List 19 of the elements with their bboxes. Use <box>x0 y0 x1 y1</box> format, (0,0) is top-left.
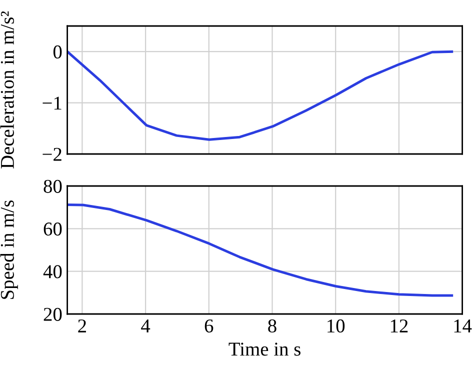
x-tick-label: 10 <box>328 319 345 333</box>
y-axis-title: Deceleration in m/s² <box>0 11 14 168</box>
y-tick-label: −2 <box>42 148 62 161</box>
y-tick-label: 40 <box>43 265 62 278</box>
x-tick-label: 4 <box>141 320 150 332</box>
x-tick-label: 6 <box>204 319 214 333</box>
x-axis-title: Time in s <box>228 342 300 356</box>
y-tick-label: 0 <box>53 45 62 59</box>
y-axis-title: Speed in m/s <box>0 200 18 299</box>
line-series <box>67 50 454 141</box>
x-tick-label: 14 <box>454 320 472 332</box>
x-tick-label: 12 <box>390 319 408 332</box>
x-tick-label: 2 <box>78 319 86 332</box>
y-tick-label: −1 <box>42 96 62 110</box>
x-tick-label: 8 <box>268 319 276 333</box>
y-tick-label: 60 <box>44 222 62 236</box>
y-tick-label: 80 <box>44 180 62 193</box>
y-tick-label: 20 <box>44 308 62 321</box>
line-series <box>67 204 454 297</box>
